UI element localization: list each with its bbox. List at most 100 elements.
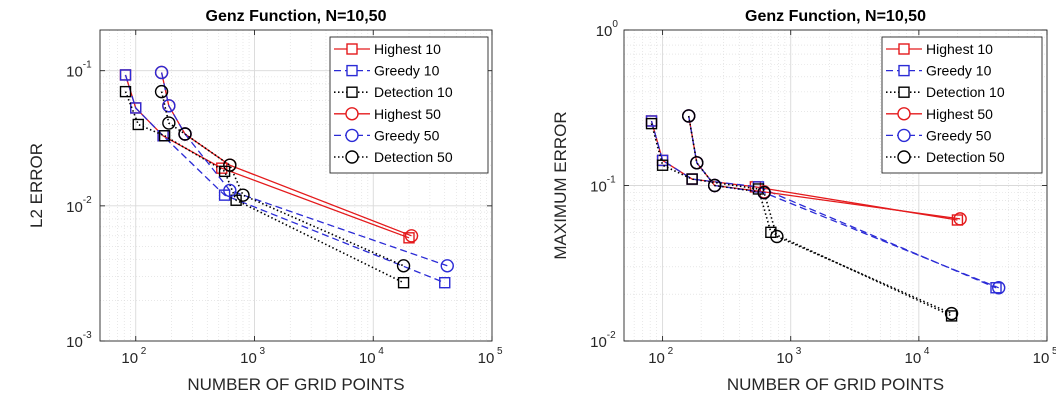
legend-marker — [897, 128, 911, 143]
axes-frame — [99, 29, 493, 342]
legend-marker — [346, 43, 358, 55]
data-point-detection-10 — [132, 118, 144, 131]
data-point-detection-10 — [397, 276, 410, 289]
y-tick-label: 10 — [66, 64, 83, 81]
series-line-greedy-10 — [650, 120, 997, 289]
legend-marker — [897, 150, 911, 164]
x-tick-exponent: 5 — [1052, 346, 1056, 357]
x-tick-exponent: 2 — [141, 346, 147, 357]
legend-label: Detection 10 — [374, 84, 453, 100]
data-point-greedy-10 — [130, 102, 142, 114]
legend-marker — [345, 128, 359, 143]
series-group — [119, 65, 454, 289]
data-point-detection-50 — [690, 156, 704, 170]
x-tick-label: 10 — [240, 350, 257, 367]
series-line-detection-50 — [160, 91, 404, 267]
y-tick-exponent: 0 — [612, 19, 618, 30]
series-line-greedy-10 — [124, 74, 445, 284]
data-point-detection-50 — [223, 158, 237, 172]
legend-marker — [346, 86, 358, 98]
data-point-highest-10 — [403, 232, 415, 244]
data-point-detection-10 — [645, 117, 658, 130]
data-point-detection-50 — [162, 116, 176, 130]
legend-label: Detection 10 — [926, 84, 1005, 100]
data-point-greedy-10 — [119, 69, 132, 81]
legend-marker — [898, 86, 910, 98]
legend-label: Greedy 10 — [374, 63, 440, 79]
series-line-detection-50 — [687, 115, 952, 315]
y-tick-exponent: -3 — [83, 330, 92, 341]
x-tick-exponent: 5 — [497, 346, 503, 357]
data-point-detection-50 — [396, 259, 411, 273]
legend-marker — [345, 150, 359, 164]
data-point-detection-10 — [158, 130, 171, 142]
series-line-detection-10 — [650, 123, 952, 317]
y-tick-label: 10 — [590, 179, 607, 196]
x-tick-label: 10 — [776, 350, 793, 367]
x-tick-label: 10 — [648, 350, 665, 367]
data-point-greedy-10 — [218, 189, 231, 201]
legend-label: Highest 50 — [926, 106, 993, 122]
y-axis-label: MAXIMUM ERROR — [551, 111, 570, 259]
legend: Highest 10 Greedy 10 Detection 10 Highest 5… — [329, 36, 489, 174]
data-point-highest-50 — [404, 229, 419, 243]
y-tick-label: 10 — [596, 23, 613, 40]
y-tick-exponent: -1 — [83, 60, 92, 71]
legend-marker — [898, 64, 910, 77]
y-tick-exponent: -2 — [607, 330, 616, 341]
x-tick-label: 10 — [121, 350, 138, 367]
data-point-detection-50 — [770, 229, 784, 244]
data-point-detection-50 — [707, 178, 722, 193]
x-tick-exponent: 2 — [668, 346, 674, 357]
data-point-detection-50 — [236, 188, 250, 202]
data-point-detection-50 — [154, 84, 169, 99]
legend-label: Detection 50 — [374, 149, 453, 165]
y-tick-label: 10 — [66, 199, 83, 216]
legend-label: Highest 50 — [374, 106, 441, 122]
y-tick-exponent: -1 — [607, 175, 616, 186]
legend-box — [881, 36, 1043, 174]
data-point-greedy-50 — [992, 281, 1006, 295]
data-point-greedy-10 — [439, 276, 451, 289]
data-point-detection-50 — [944, 306, 959, 321]
x-axis-label: NUMBER OF GRID POINTS — [727, 375, 944, 394]
data-point-greedy-50 — [154, 65, 169, 80]
legend-marker — [897, 107, 911, 121]
data-point-greedy-50 — [223, 183, 237, 198]
data-point-detection-10 — [119, 85, 132, 98]
data-point-highest-10 — [216, 162, 228, 174]
x-axis-label: NUMBER OF GRID POINTS — [187, 375, 404, 394]
legend-label: Highest 10 — [926, 41, 993, 57]
x-tick-label: 10 — [1033, 350, 1050, 367]
legend-marker — [345, 107, 359, 121]
data-point-greedy-50 — [440, 259, 454, 273]
x-tick-exponent: 4 — [378, 346, 384, 357]
legend-marker — [898, 43, 910, 55]
data-point-highest-50 — [953, 212, 967, 226]
chart-panel-2: 10 2 10 3 10 4 10 510 -210 -110 0 Genz Function, N=… — [551, 8, 1056, 394]
data-point-detection-50 — [757, 185, 771, 200]
x-tick-exponent: 3 — [796, 346, 802, 357]
legend-label: Greedy 50 — [926, 127, 992, 143]
series-group — [645, 109, 1006, 322]
y-tick-label: 10 — [66, 334, 83, 351]
legend-label: Greedy 50 — [374, 127, 440, 143]
data-point-greedy-50 — [162, 99, 176, 113]
y-tick-label: 10 — [590, 334, 607, 351]
legend-marker — [346, 64, 358, 77]
series-line-greedy-50 — [688, 115, 999, 289]
data-point-detection-10 — [686, 173, 698, 185]
x-tick-label: 10 — [905, 350, 922, 367]
y-axis-label: L2 ERROR — [27, 143, 46, 228]
legend: Highest 10 Greedy 10 Detection 10 Highest 5… — [881, 36, 1043, 174]
data-point-detection-50 — [682, 109, 696, 123]
data-point-detection-10 — [656, 159, 669, 171]
x-tick-label: 10 — [478, 350, 495, 367]
legend-label: Highest 10 — [374, 41, 441, 57]
x-tick-label: 10 — [359, 350, 376, 367]
legend-box — [329, 36, 489, 174]
x-tick-exponent: 3 — [259, 346, 265, 357]
y-tick-exponent: -2 — [83, 195, 92, 206]
